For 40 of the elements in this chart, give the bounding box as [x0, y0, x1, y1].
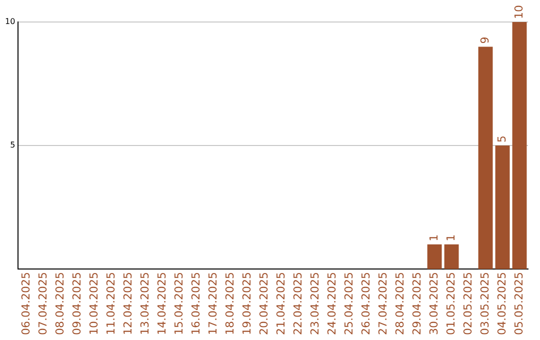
x-tick-label: 02.05.2025	[461, 272, 474, 336]
x-tick-label: 25.04.2025	[342, 272, 356, 336]
x-tick-label: 10.04.2025	[88, 272, 101, 336]
data-label: 10	[512, 5, 526, 19]
x-tick-label: 12.04.2025	[122, 272, 134, 336]
x-tick-label: 27.04.2025	[376, 272, 390, 336]
x-tick-label: 13.04.2025	[138, 272, 152, 336]
x-tick-label: 18.04.2025	[223, 272, 236, 336]
x-tick-label: 15.04.2025	[172, 272, 186, 336]
x-tick-label: 07.04.2025	[36, 272, 50, 336]
bar	[478, 46, 493, 270]
bar	[495, 146, 510, 270]
x-tick-label: 19.04.2025	[240, 272, 254, 336]
x-tick-label: 24.04.2025	[325, 272, 338, 336]
bar	[427, 244, 442, 270]
data-label: 9	[478, 36, 492, 44]
data-label: 1	[427, 234, 440, 242]
x-tick-label: 26.04.2025	[359, 272, 372, 336]
x-tick-label: 17.04.2025	[206, 272, 220, 336]
x-tick-label: 04.05.2025	[495, 272, 508, 336]
x-tick-label: 22.04.2025	[291, 272, 304, 336]
x-tick-label: 09.04.2025	[70, 272, 84, 336]
bar	[444, 244, 459, 270]
x-tick-label: 11.04.2025	[104, 272, 118, 336]
data-label: 1	[444, 234, 458, 242]
x-tick-label: 21.04.2025	[274, 272, 288, 336]
data-label: 5	[495, 136, 508, 143]
x-tick-label: 08.04.2025	[54, 272, 67, 336]
x-tick-label: 30.04.2025	[427, 272, 440, 336]
x-tick-label: 03.05.2025	[478, 272, 492, 336]
x-tick-label: 29.04.2025	[410, 272, 424, 336]
x-tick-label: 23.04.2025	[308, 272, 322, 336]
x-tick-label: 01.05.2025	[444, 272, 458, 336]
x-tick-label: 28.04.2025	[393, 272, 406, 336]
x-tick-label: 16.04.2025	[189, 272, 202, 336]
x-tick-label: 20.04.2025	[257, 272, 270, 336]
x-tick-label: 14.04.2025	[155, 272, 168, 336]
x-tick-label: 06.04.2025	[20, 272, 33, 336]
x-tick-label: 05.05.2025	[512, 272, 526, 336]
bar	[512, 22, 527, 270]
